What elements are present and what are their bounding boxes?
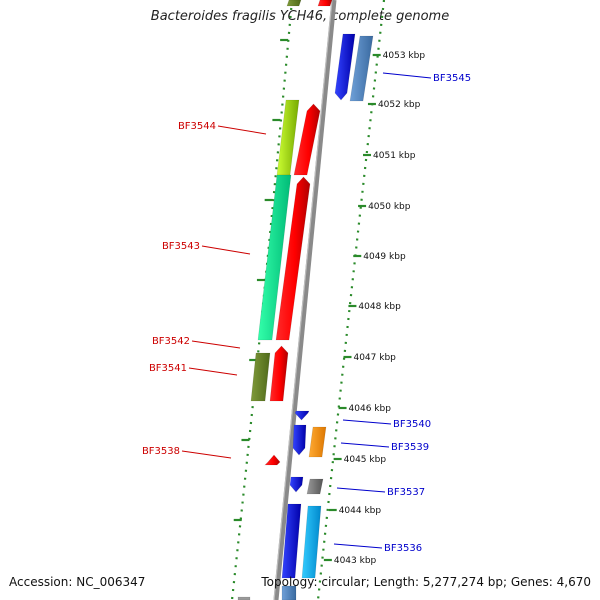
gene-arrow-partial-bottom[interactable] xyxy=(281,585,297,600)
gene-leader-line xyxy=(181,450,232,459)
gene-band-bf3544[interactable] xyxy=(276,99,300,176)
scale-tick-label: 4047 kbp xyxy=(353,353,396,363)
gene-leader-line xyxy=(188,367,238,376)
gene-arrow-bf3538[interactable] xyxy=(264,454,281,466)
scale-tick-label: 4045 kbp xyxy=(344,455,387,465)
scale-tick-label: 4053 kbp xyxy=(383,51,426,61)
gene-arrow-bf3545[interactable] xyxy=(334,33,356,101)
gene-band-bf3541[interactable] xyxy=(250,352,271,402)
gene-band-bf3543[interactable] xyxy=(257,174,292,341)
accession-text: Accession: NC_006347 xyxy=(9,575,146,589)
scale-tick-label: 4050 kbp xyxy=(368,202,411,212)
gene-leader-line xyxy=(382,72,432,79)
gene-arrow-bf3540[interactable] xyxy=(294,410,310,421)
gene-band-bf3539[interactable] xyxy=(308,426,327,458)
gene-leader-line xyxy=(340,442,390,448)
gene-leader-line xyxy=(191,340,241,349)
gene-arrow-bf3544[interactable] xyxy=(293,103,321,176)
genome-backbone xyxy=(273,0,337,600)
gene-arrow-bf3541[interactable] xyxy=(269,345,289,402)
scale-tick-label: 4052 kbp xyxy=(378,100,421,110)
gene-label[interactable]: BF3542 xyxy=(152,336,190,347)
gene-band-partial-bottom[interactable] xyxy=(237,596,251,600)
gene-features xyxy=(237,0,374,600)
gene-label[interactable]: BF3540 xyxy=(393,419,431,430)
gene-label[interactable]: BF3538 xyxy=(142,446,180,457)
gene-leader-line xyxy=(201,245,251,255)
gene-arrow-bf3536[interactable] xyxy=(281,503,302,579)
gene-band-bf3545[interactable] xyxy=(349,35,374,102)
gene-arrow-partial-top[interactable] xyxy=(317,0,333,7)
gene-arrow-bf3537[interactable] xyxy=(289,476,304,493)
gene-label[interactable]: BF3536 xyxy=(384,543,422,554)
gene-band-bf3537[interactable] xyxy=(306,478,324,495)
gene-label[interactable]: BF3544 xyxy=(178,121,216,132)
scale-tick-label: 4043 kbp xyxy=(334,556,377,566)
gene-leader-line xyxy=(342,419,392,425)
gene-arrow-bf3539[interactable] xyxy=(292,424,307,456)
gene-label[interactable]: BF3541 xyxy=(149,363,187,374)
gene-labels: BF3544 BF3543 BF3542 BF3541 BF3538 BF3545 BF35… xyxy=(142,72,471,554)
gene-label[interactable]: BF3537 xyxy=(387,487,425,498)
gene-leader-line xyxy=(336,487,386,493)
scale-tick-label: 4049 kbp xyxy=(363,252,406,262)
gene-band-partial-top[interactable] xyxy=(286,0,302,7)
scale-ticks: 4053 kbp 4052 kbp 4051 kbp 4050 kbp 4049 kbp… xyxy=(233,38,426,566)
gene-band-bf3536[interactable] xyxy=(301,505,322,579)
gene-label[interactable]: BF3539 xyxy=(391,442,429,453)
gene-label[interactable]: BF3543 xyxy=(162,241,200,252)
scale-tick-label: 4051 kbp xyxy=(373,151,416,161)
gene-label[interactable]: BF3545 xyxy=(433,73,471,84)
scale-tick-label: 4046 kbp xyxy=(349,404,392,414)
scale-tick-label: 4048 kbp xyxy=(358,302,401,312)
gene-leader-line xyxy=(217,125,267,135)
map-title: Bacteroides fragilis YCH46, complete gen… xyxy=(150,9,450,24)
gene-arrow-bf3543[interactable] xyxy=(275,176,311,341)
scale-tick-label: 4044 kbp xyxy=(339,506,382,516)
gene-leader-line xyxy=(333,543,383,549)
genome-summary-text: Topology: circular; Length: 5,277,274 bp… xyxy=(261,575,591,589)
